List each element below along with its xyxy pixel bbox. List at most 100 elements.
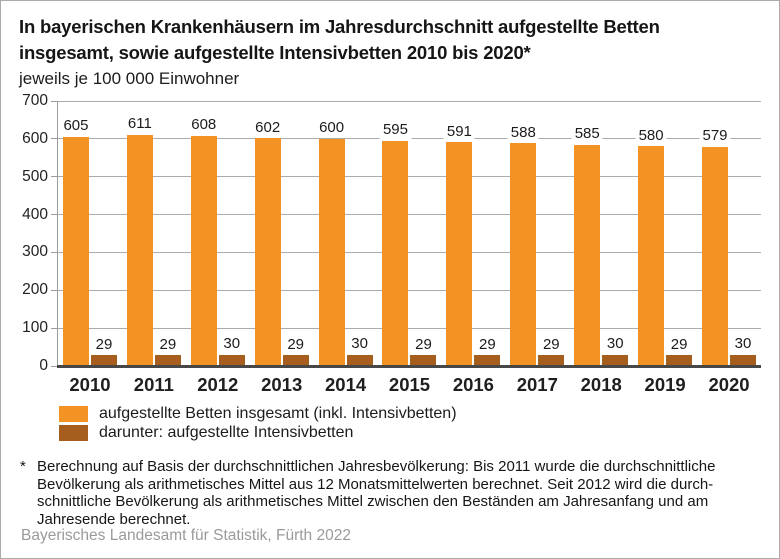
- legend-swatch-intensive-icon: [59, 424, 88, 441]
- y-tick-500: [51, 176, 57, 178]
- x-tick-label-2013: 2013: [261, 374, 303, 395]
- chart-title-line2: insgesamt, sowie aufgestellte Intensivbe…: [19, 42, 531, 63]
- bar-intensive-2020: 30: [730, 336, 757, 366]
- bar-total-2020: 579: [699, 128, 731, 366]
- legend-item-intensive: darunter: aufgestellte Intensivbetten: [59, 423, 457, 442]
- bar-intensive-2012: 30: [218, 336, 245, 366]
- header: In bayerischen Krankenhäusern im Jahresd…: [19, 14, 755, 91]
- bar-value-label: 585: [571, 126, 603, 143]
- x-tick-label-2017: 2017: [516, 374, 558, 395]
- y-tick-700: [51, 100, 57, 102]
- gridline-400: [58, 214, 761, 216]
- bar-total-2011: 611: [124, 116, 155, 366]
- bar-value-label: 29: [476, 336, 499, 354]
- bar-intensive-2013: 29: [282, 336, 309, 366]
- y-tick-100: [51, 327, 57, 329]
- bar-value-label: 579: [699, 128, 731, 145]
- gridline-300: [58, 251, 761, 253]
- chart-title: In bayerischen Krankenhäusern im Jahresd…: [19, 14, 755, 66]
- y-tick-200: [51, 289, 57, 291]
- legend-item-total: aufgestellte Betten insgesamt (inkl. Int…: [59, 404, 457, 423]
- y-tick-label-300: 300: [22, 243, 48, 261]
- x-tick-label-2010: 2010: [69, 374, 111, 395]
- plot-area: 605 29 611 29 608 30 602 29 600 30 595 29 591 29 588 29…: [51, 100, 761, 368]
- bar-value-label: 595: [379, 122, 411, 139]
- y-tick-400: [51, 214, 57, 216]
- bar-group-2013: 602 29: [250, 101, 314, 366]
- y-tick-label-700: 700: [22, 92, 48, 109]
- chart-subtitle: jeweils je 100 000 Einwohner: [19, 69, 240, 88]
- bar-total-2014: 600: [316, 120, 348, 366]
- bar-groups: 605 29 611 29 608 30 602 29 600 30 595 29 591 29 588 29…: [58, 101, 761, 366]
- bar-group-2020: 579 30: [697, 101, 761, 366]
- gridline-100: [58, 327, 761, 329]
- bar-group-2015: 595 29: [378, 101, 442, 366]
- bar-group-2014: 600 30: [314, 101, 378, 366]
- bar-value-label: 608: [188, 117, 220, 134]
- x-axis-line: [57, 365, 761, 368]
- bar-value-label: 611: [124, 116, 155, 133]
- bar-value-label: 30: [220, 336, 244, 353]
- y-tick-label-0: 0: [39, 357, 48, 374]
- y-tick-label-600: 600: [22, 129, 48, 147]
- y-tick-300: [51, 251, 57, 253]
- bar-value-label: 588: [507, 124, 539, 142]
- bar-value-label: 600: [316, 120, 348, 137]
- footnote-marker: *: [20, 458, 26, 475]
- gridline-500: [58, 176, 761, 178]
- bar-value-label: 30: [731, 336, 755, 353]
- y-axis-line: [57, 101, 58, 366]
- gridline-700: [58, 100, 761, 102]
- bar-value-label: 580: [635, 127, 667, 145]
- bar-total-2018: 585: [571, 126, 603, 366]
- x-tick-label-2012: 2012: [197, 374, 239, 395]
- bar-intensive-2017: 29: [538, 336, 565, 366]
- bar-group-2012: 608 30: [186, 101, 250, 366]
- bar-intensive-2014: 30: [346, 336, 373, 366]
- bar-total-2015: 595: [379, 122, 411, 366]
- bar-total-2019: 580: [635, 127, 667, 366]
- bar-value-label: 605: [60, 118, 92, 135]
- x-tick-label-2018: 2018: [580, 374, 622, 395]
- bar-group-2018: 585 30: [569, 101, 633, 366]
- bar-value-label: 30: [603, 336, 627, 353]
- legend-swatch-total-icon: [59, 405, 88, 422]
- x-tick-label-2011: 2011: [133, 374, 174, 395]
- y-tick-label-400: 400: [22, 205, 48, 223]
- chart-title-line1: In bayerischen Krankenhäusern im Jahresd…: [19, 16, 660, 37]
- bar-total-2017: 588: [507, 124, 539, 366]
- bar-intensive-2011: 29: [154, 336, 181, 366]
- bar-group-2016: 591 29: [441, 101, 505, 366]
- bar-value-label: 29: [284, 336, 308, 354]
- bar-total-2010: 605: [60, 118, 92, 366]
- y-axis-labels: 0 100 200 300 400 500 600 700: [1, 92, 48, 374]
- bar-total-2013: 602: [252, 119, 284, 366]
- x-axis-labels: 2010 2011 2012 2013 2014 2015 2016 2017 2018 2019…: [58, 374, 761, 396]
- bar-intensive-2015: 29: [410, 336, 437, 366]
- footnote: * Berechnung auf Basis der durchschnittl…: [20, 458, 761, 528]
- x-tick-label-2016: 2016: [452, 374, 494, 395]
- bar-group-2017: 588 29: [505, 101, 569, 366]
- bar-group-2010: 605 29: [58, 101, 122, 366]
- y-tick-label-500: 500: [22, 167, 48, 185]
- bar-intensive-2016: 29: [474, 336, 501, 366]
- x-tick-label-2015: 2015: [388, 374, 431, 395]
- gridline-200: [58, 289, 761, 291]
- legend-label-total: aufgestellte Betten insgesamt (inkl. Int…: [99, 405, 457, 422]
- gridline-600: [58, 138, 761, 140]
- bar-intensive-2019: 29: [666, 336, 693, 366]
- bar-total-2012: 608: [188, 117, 220, 366]
- x-tick-label-2019: 2019: [644, 374, 686, 395]
- bar-group-2019: 580 29: [633, 101, 697, 366]
- bar-value-label: 29: [667, 336, 691, 354]
- source-credit: Bayerisches Landesamt für Statistik, Für…: [21, 527, 351, 544]
- bar-value-label: 29: [92, 336, 116, 354]
- legend: aufgestellte Betten insgesamt (inkl. Int…: [59, 404, 457, 442]
- bar-total-2016: 591: [443, 123, 475, 366]
- bar-value-label: 29: [412, 336, 435, 354]
- x-tick-label-2020: 2020: [708, 374, 750, 395]
- bar-value-label: 30: [348, 336, 371, 353]
- bar-value-label: 29: [539, 336, 563, 354]
- y-tick-600: [51, 138, 57, 140]
